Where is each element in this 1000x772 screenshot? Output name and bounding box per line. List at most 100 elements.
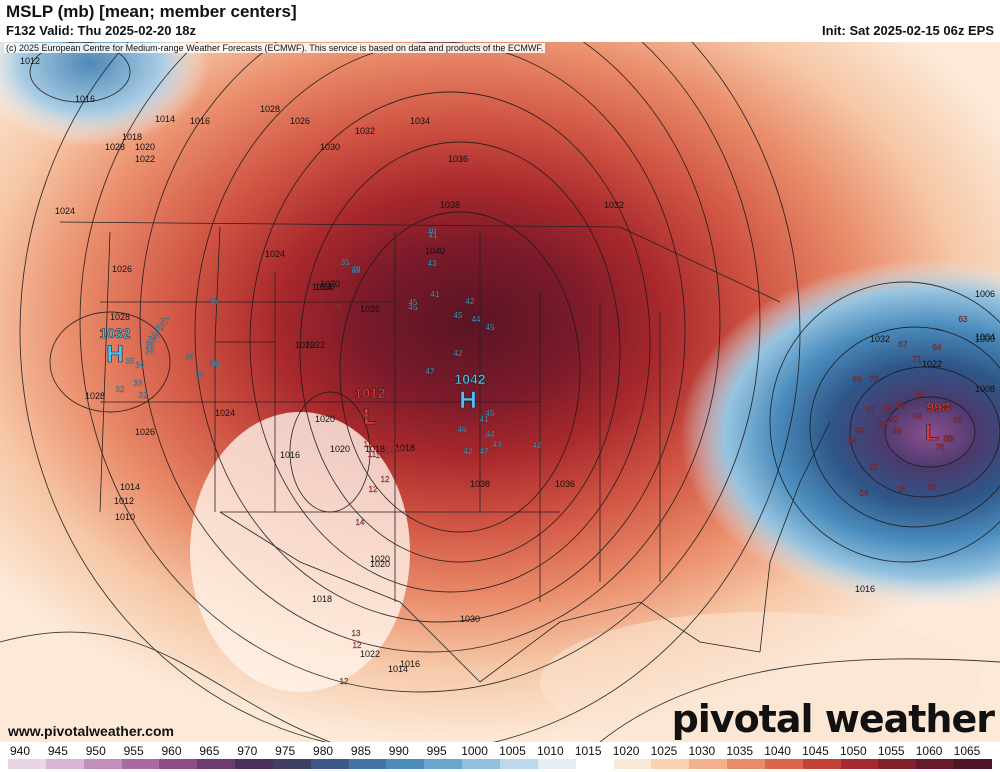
member-value: 35 bbox=[341, 258, 350, 267]
colorbar-tick-label: 970 bbox=[237, 744, 258, 758]
colorbar-tick-label: 1060 bbox=[915, 744, 943, 758]
member-value: 47 bbox=[480, 447, 489, 456]
colorbar-segment bbox=[537, 759, 577, 769]
colorbar-tick-label: 940 bbox=[9, 744, 31, 758]
colorbar-tick-label: 1040 bbox=[764, 744, 791, 758]
member-value: 46 bbox=[458, 425, 467, 434]
colorbar-segment bbox=[613, 759, 652, 769]
colorbar-tick-label: 960 bbox=[161, 744, 182, 758]
isobar-label: 1016 bbox=[400, 659, 420, 669]
member-value: 00 bbox=[869, 463, 878, 472]
member-value: 96 bbox=[928, 483, 937, 492]
colorbar-tick-label: 1025 bbox=[650, 744, 678, 758]
isobar-label: 1036 bbox=[448, 154, 468, 164]
isobar-label: 1022 bbox=[360, 649, 380, 659]
isobar-label: 1028 bbox=[85, 391, 105, 401]
isobar-label: 1030 bbox=[320, 279, 340, 289]
member-value: 63 bbox=[959, 315, 968, 324]
colorbar-tick-label: 950 bbox=[85, 744, 106, 758]
member-value: 89 bbox=[913, 412, 922, 421]
colorbar-segment bbox=[764, 759, 804, 769]
colorbar-tick-label: 1000 bbox=[461, 744, 488, 758]
high-center-value: 1032 bbox=[99, 325, 130, 341]
isobar-label: 1016 bbox=[190, 116, 210, 126]
isobar-label: 1022 bbox=[922, 359, 942, 369]
member-value: 09 bbox=[393, 446, 402, 455]
member-value: 04 bbox=[860, 489, 869, 498]
isobar-label: 1016 bbox=[280, 450, 300, 460]
colorbar-tick-label: 975 bbox=[275, 744, 296, 758]
colorbar-segment bbox=[916, 759, 955, 769]
isobar-label: 1020 bbox=[330, 444, 350, 454]
member-value: 12 bbox=[381, 475, 390, 484]
member-value: 90 bbox=[889, 415, 898, 424]
member-value: 66 bbox=[954, 416, 963, 425]
colorbar-segment bbox=[310, 759, 350, 769]
colorbar-tick-label: 1045 bbox=[802, 744, 829, 758]
member-value: 13 bbox=[352, 629, 361, 638]
colorbar-segment bbox=[462, 759, 501, 769]
member-value: 38 bbox=[146, 347, 155, 356]
high-center-west: 1032 H bbox=[99, 325, 131, 369]
isobar-label: 1018 bbox=[122, 132, 142, 142]
member-value: 05 bbox=[334, 303, 343, 312]
high-center-letter: H bbox=[459, 387, 476, 414]
member-value: 39 bbox=[352, 266, 361, 275]
isobar-label: 1022 bbox=[305, 340, 325, 350]
member-value: 45 bbox=[409, 303, 418, 312]
colorbar-tick-label: 990 bbox=[388, 744, 409, 758]
isobar-label: 1022 bbox=[295, 340, 315, 350]
colorbar-segment bbox=[878, 759, 917, 769]
member-value: 12 bbox=[353, 641, 362, 650]
member-value: 41 bbox=[431, 290, 440, 299]
low-center-value: 998 bbox=[926, 399, 950, 415]
isobar-label: 1000 bbox=[975, 334, 995, 344]
isobar-label: 1012 bbox=[114, 496, 134, 506]
low-center-value: 1012 bbox=[354, 385, 385, 401]
member-value: 40 bbox=[428, 227, 437, 236]
member-value: 35 bbox=[186, 353, 195, 362]
isobar-label: 1038 bbox=[470, 479, 490, 489]
member-value: 38 bbox=[348, 412, 357, 421]
member-value: 73 bbox=[870, 375, 879, 384]
isobar-label: 1020 bbox=[135, 142, 155, 152]
isobar-label: 1014 bbox=[388, 664, 408, 674]
member-value: 71 bbox=[913, 355, 922, 364]
colorbar-segment bbox=[45, 759, 85, 769]
member-value: 45 bbox=[409, 298, 418, 307]
colorbar-tick-label: 955 bbox=[123, 744, 144, 758]
colorbar-labels: 940 945 950 955 960 965 970 975 980 985 990 995 1000… bbox=[0, 744, 1000, 758]
colorbar-segment bbox=[802, 759, 842, 769]
header: MSLP (mb) [mean; member centers] F132 Va… bbox=[0, 0, 1000, 42]
member-value: 36 bbox=[209, 297, 218, 306]
colorbar-tick-label: 965 bbox=[199, 744, 220, 758]
member-value: 82 bbox=[866, 405, 875, 414]
isobar-label: 1032 bbox=[604, 200, 624, 210]
member-value: 64 bbox=[933, 343, 942, 352]
isobar-label: 1020 bbox=[370, 554, 390, 564]
colorbar-segment bbox=[840, 759, 879, 769]
isobar-label: 1026 bbox=[135, 427, 155, 437]
isobar-label: 1024 bbox=[312, 282, 332, 292]
isobar-label: 1020 bbox=[315, 414, 335, 424]
colorbar-segment bbox=[689, 759, 728, 769]
isobar-label: 1004 bbox=[975, 332, 995, 342]
colorbar-segment bbox=[500, 759, 539, 769]
isobar-label: 1012 bbox=[20, 56, 40, 66]
member-value: 43 bbox=[428, 259, 437, 268]
isobar-label: 1024 bbox=[265, 249, 285, 259]
member-value: 10 bbox=[376, 451, 385, 460]
member-value: 88 bbox=[879, 420, 888, 429]
low-center-letter: L bbox=[925, 420, 938, 445]
colorbar-segment bbox=[651, 759, 690, 769]
member-value: 09 bbox=[360, 412, 369, 421]
member-value: 12 bbox=[369, 485, 378, 494]
colorbar-tick-label: 1005 bbox=[499, 744, 526, 758]
isobar-label: 1016 bbox=[855, 584, 875, 594]
member-value: 11 bbox=[368, 450, 377, 459]
isobar-label: 1034 bbox=[410, 116, 430, 126]
member-value: 84 bbox=[896, 401, 905, 410]
member-value: 95 bbox=[856, 427, 865, 436]
